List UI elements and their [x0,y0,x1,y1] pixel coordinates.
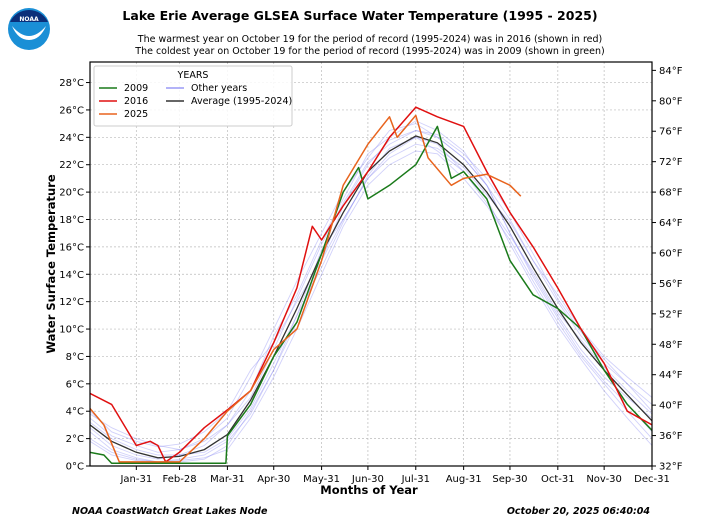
y-tick-label-celsius: 28°C [59,78,84,89]
highlight-lines [90,106,652,465]
x-tick-label: Oct-31 [541,474,575,485]
legend-label-other-years: Other years [191,83,247,94]
y-tick-label-fahrenheit: 44°F [659,370,683,381]
y-tick-label-fahrenheit: 80°F [659,96,683,107]
y-tick-label-fahrenheit: 76°F [659,127,683,138]
x-tick-label: Feb-28 [163,474,197,485]
legend: YEARS 2009 2016 2025 Other years Average… [93,65,293,127]
other-year-line [90,123,652,453]
y-tick-label-celsius: 24°C [59,133,84,144]
subtitle-coldest: The coldest year on October 19 for the p… [134,46,604,57]
other-year-line [90,120,652,460]
y-tick-label-celsius: 14°C [59,270,84,281]
x-tick-label: Apr-30 [257,474,290,485]
y-tick-label-fahrenheit: 68°F [659,188,683,199]
y-tick-label-fahrenheit: 36°F [659,431,683,442]
x-tick-label: May-31 [303,474,340,485]
other-year-line [90,130,652,463]
y-tick-label-celsius: 8°C [66,352,84,363]
x-tick-label: Dec-31 [634,474,670,485]
other-year-line [90,143,652,448]
footer-source: NOAA CoastWatch Great Lakes Node [72,506,268,517]
x-tick-label: Jun-30 [351,474,384,485]
y-tick-label-fahrenheit: 32°F [659,462,683,473]
y-tick-label-fahrenheit: 56°F [659,279,683,290]
y-tick-label-fahrenheit: 64°F [659,218,683,229]
logo-text: NOAA [19,16,39,23]
other-year-line [90,130,652,451]
other-year-line [90,136,652,463]
series-line-2009 [90,125,652,465]
y-tick-label-celsius: 22°C [59,160,84,171]
y-tick-label-celsius: 12°C [59,297,84,308]
legend-label-2025: 2025 [124,109,148,120]
series-line-2025 [90,114,522,463]
y-tick-label-fahrenheit: 52°F [659,309,683,320]
other-years-lines [90,120,652,463]
noaa-logo: NOAA [8,8,50,50]
legend-label-2009: 2009 [124,83,148,94]
x-axis-label: Months of Year [320,483,418,497]
y-tick-label-celsius: 4°C [66,407,84,418]
y-tick-label-celsius: 26°C [59,105,84,116]
x-tick-label: Jul-31 [401,474,430,485]
chart-title: Lake Erie Average GLSEA Surface Water Te… [122,8,597,23]
y-tick-label-celsius: 18°C [59,215,84,226]
series-line-2016 [90,106,652,463]
plot-frame [89,61,653,467]
y-tick-label-fahrenheit: 60°F [659,248,683,259]
legend-title: YEARS [177,70,209,81]
y-tick-label-fahrenheit: 40°F [659,401,683,412]
subtitle-warmest: The warmest year on October 19 for the p… [137,34,602,45]
y-tick-label-fahrenheit: 48°F [659,340,683,351]
x-tick-label: Mar-31 [210,474,245,485]
axes: Jan-31 Feb-28 Mar-31 Apr-30 May-31 Jun-30 Jul-… [59,66,682,485]
legend-label-2016: 2016 [124,96,148,107]
x-tick-label: Aug-31 [446,474,482,485]
x-tick-label: Jan-31 [119,474,152,485]
y-tick-label-fahrenheit: 72°F [659,157,683,168]
y-tick-label-celsius: 2°C [66,434,84,445]
average-line [90,135,652,459]
y-tick-label-celsius: 6°C [66,379,84,390]
y-tick-label-celsius: 0°C [66,462,84,473]
footer-timestamp: October 20, 2025 06:40:04 [507,506,651,517]
other-year-line [90,150,652,463]
y-tick-label-fahrenheit: 84°F [659,66,683,77]
other-year-line [90,136,652,456]
legend-label-average: Average (1995-2024) [191,96,292,107]
y-tick-label-celsius: 10°C [59,325,84,336]
x-tick-label: Nov-30 [586,474,622,485]
y-axis-label: Water Surface Temperature [44,174,58,353]
x-tick-label: Sep-30 [492,474,527,485]
y-tick-label-celsius: 20°C [59,188,84,199]
y-tick-label-celsius: 16°C [59,242,84,253]
